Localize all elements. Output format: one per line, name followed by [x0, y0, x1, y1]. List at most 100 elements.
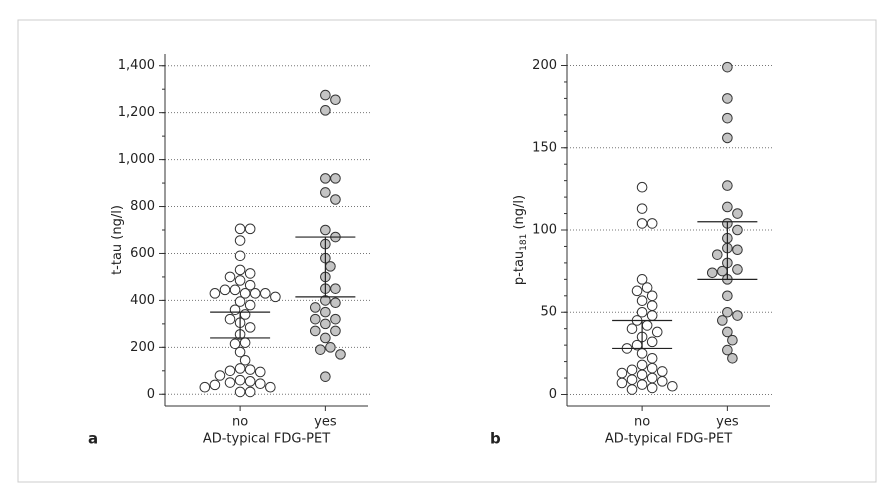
y-tick-label: 100 — [532, 223, 557, 238]
data-point — [636, 379, 648, 390]
data-point — [636, 306, 648, 318]
data-point — [330, 94, 341, 106]
data-point — [727, 334, 738, 346]
data-point — [320, 187, 331, 198]
data-point — [234, 374, 246, 386]
data-point — [626, 384, 638, 395]
data-point — [646, 300, 658, 311]
data-point — [209, 288, 221, 299]
data-point — [636, 295, 648, 307]
data-point — [732, 264, 743, 275]
y-tick-label: 150 — [532, 140, 557, 155]
data-point — [244, 268, 256, 279]
data-point — [244, 376, 256, 387]
data-point — [330, 173, 341, 184]
data-point — [636, 218, 648, 229]
data-point — [320, 173, 331, 184]
data-point — [717, 315, 728, 326]
data-point — [234, 223, 246, 235]
y-tick-label: 1,200 — [118, 105, 155, 120]
data-point — [631, 285, 643, 297]
data-point — [325, 261, 336, 272]
data-point — [722, 180, 733, 191]
data-point — [309, 313, 321, 325]
x-tick-label: yes — [716, 415, 739, 430]
panel-label: b — [490, 430, 501, 448]
y-tick-label: 600 — [130, 246, 155, 261]
data-point — [244, 364, 256, 375]
data-point — [320, 371, 331, 382]
data-point — [320, 224, 331, 236]
frame — [17, 19, 877, 483]
data-point — [626, 374, 638, 385]
data-point — [309, 302, 321, 313]
data-point — [315, 344, 326, 355]
data-point — [234, 363, 246, 374]
y-tick-label: 0 — [147, 387, 155, 402]
data-point — [260, 288, 271, 299]
y-axis-label: t-tau (ng/l) — [110, 205, 125, 275]
data-point — [732, 310, 743, 321]
data-point — [325, 342, 336, 353]
data-point — [309, 325, 321, 337]
y-axis-label: p-tau181 (ng/l) — [512, 195, 529, 285]
data-point — [626, 323, 638, 334]
data-point — [239, 337, 251, 348]
x-axis-label: AD-typical FDG-PET — [203, 432, 330, 447]
data-point — [244, 322, 256, 333]
data-point — [320, 89, 331, 101]
data-point — [234, 296, 246, 307]
data-point — [641, 282, 653, 293]
data-point — [646, 290, 658, 302]
data-point — [320, 318, 331, 330]
data-point — [646, 362, 658, 374]
data-point — [646, 218, 658, 229]
data-point — [244, 223, 256, 235]
data-point — [636, 348, 648, 359]
data-point — [335, 349, 346, 360]
data-point — [722, 201, 733, 213]
data-point — [249, 288, 261, 299]
data-point — [636, 181, 648, 193]
data-point — [330, 297, 341, 309]
data-point — [646, 382, 658, 394]
data-point — [646, 310, 658, 321]
data-point — [330, 283, 341, 294]
y-axis-label-suffix: (ng/l) — [512, 195, 527, 234]
data-point — [224, 313, 236, 325]
data-point — [234, 235, 246, 246]
data-point — [636, 359, 648, 371]
data-point — [244, 279, 256, 291]
data-point — [229, 284, 241, 296]
data-point — [722, 290, 733, 302]
panel-label: a — [88, 430, 98, 448]
data-point — [234, 275, 246, 286]
data-point — [234, 250, 246, 262]
y-axis-label-sub: 181 — [519, 234, 529, 251]
data-point — [270, 291, 281, 303]
data-point — [234, 346, 246, 358]
data-point — [641, 320, 653, 331]
data-point — [320, 306, 331, 318]
data-point — [254, 378, 266, 390]
y-axis-label-main: t-tau (ng/l) — [110, 205, 125, 275]
data-point — [722, 344, 733, 356]
data-point — [646, 372, 658, 384]
data-point — [722, 326, 733, 338]
data-point — [711, 249, 723, 260]
data-point — [244, 299, 256, 311]
data-point — [727, 352, 738, 364]
data-point — [320, 105, 331, 116]
y-tick-label: 200 — [532, 58, 557, 73]
data-point — [224, 271, 236, 283]
x-tick-label: no — [232, 415, 248, 430]
data-point — [229, 338, 241, 350]
y-tick-label: 0 — [549, 387, 557, 402]
data-point — [651, 326, 663, 338]
data-point — [636, 369, 648, 381]
data-point — [265, 381, 276, 393]
data-point — [616, 367, 628, 379]
data-point — [219, 284, 231, 296]
y-tick-label: 1,400 — [118, 58, 155, 73]
data-point — [616, 377, 628, 389]
